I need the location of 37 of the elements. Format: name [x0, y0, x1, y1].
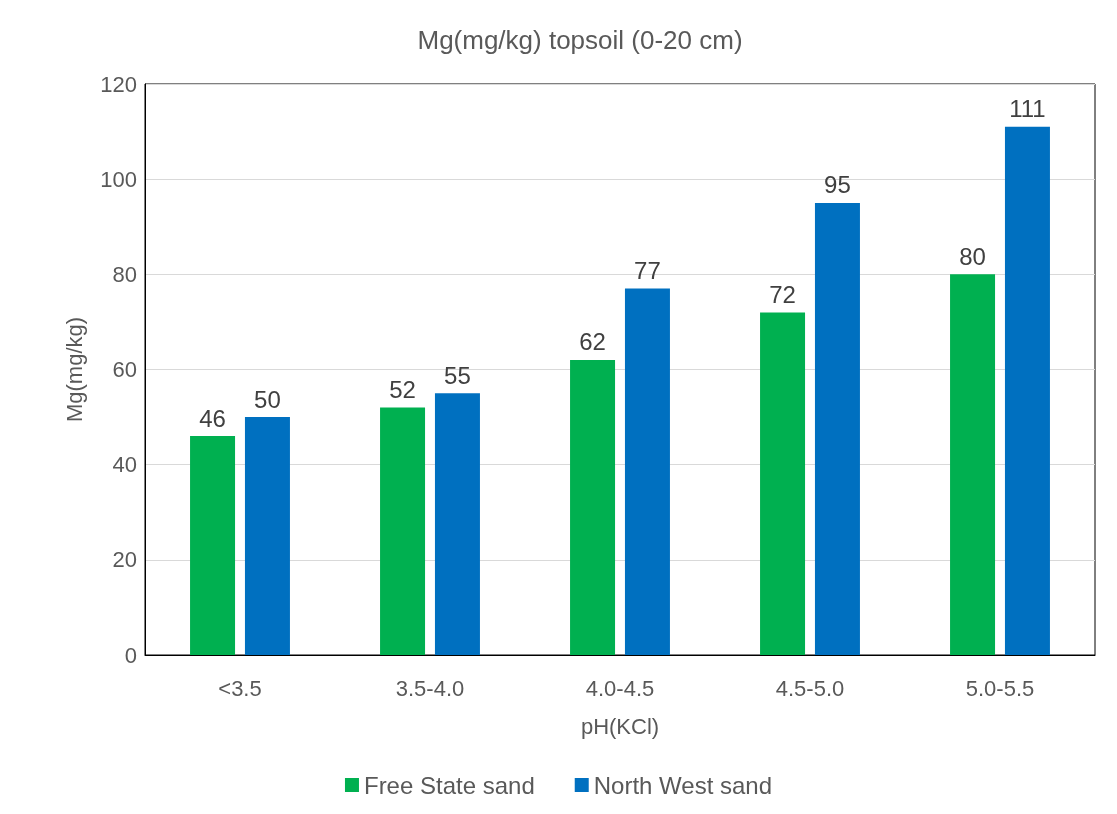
x-tick-label: <3.5: [218, 675, 262, 701]
data-label: 111: [1009, 95, 1046, 123]
legend-label: Free State sand: [363, 771, 535, 799]
x-tick-label: 4.0-4.5: [585, 675, 655, 701]
y-tick-label: 20: [112, 547, 137, 573]
bar: [814, 202, 860, 655]
data-label: 62: [579, 328, 606, 356]
x-tick-label: 3.5-4.0: [395, 675, 465, 701]
bar: [950, 274, 996, 655]
bar: [190, 436, 236, 655]
y-tick-label: 40: [112, 452, 137, 478]
bar: [380, 407, 426, 655]
data-label: 95: [824, 171, 851, 199]
legend-label: North West sand: [593, 771, 773, 799]
bar: [244, 417, 290, 655]
y-tick-label: 100: [100, 166, 137, 192]
y-tick-label: 120: [100, 71, 137, 97]
bar: [624, 288, 670, 655]
x-axis-title: pH(KCl): [580, 713, 660, 739]
data-label: 55: [444, 361, 471, 389]
data-label: 80: [959, 242, 986, 270]
bar: [1004, 126, 1050, 655]
data-label: 77: [634, 257, 661, 285]
x-tick-label: 4.5-5.0: [775, 675, 845, 701]
y-tick-label: 0: [124, 642, 137, 668]
bar: [570, 359, 616, 655]
bar: [760, 312, 806, 655]
data-label: 72: [769, 280, 796, 308]
data-label: 50: [254, 385, 281, 413]
y-tick-label: 80: [112, 261, 137, 287]
y-axis-title: Mg(mg/kg): [61, 316, 87, 423]
x-tick-label: 5.0-5.5: [965, 675, 1035, 701]
y-tick-label: 60: [112, 357, 137, 382]
data-label: 46: [199, 404, 226, 432]
chart-title: Mg(mg/kg) topsoil (0-20 cm): [417, 25, 743, 55]
data-label: 52: [389, 376, 416, 404]
bar: [434, 393, 480, 655]
